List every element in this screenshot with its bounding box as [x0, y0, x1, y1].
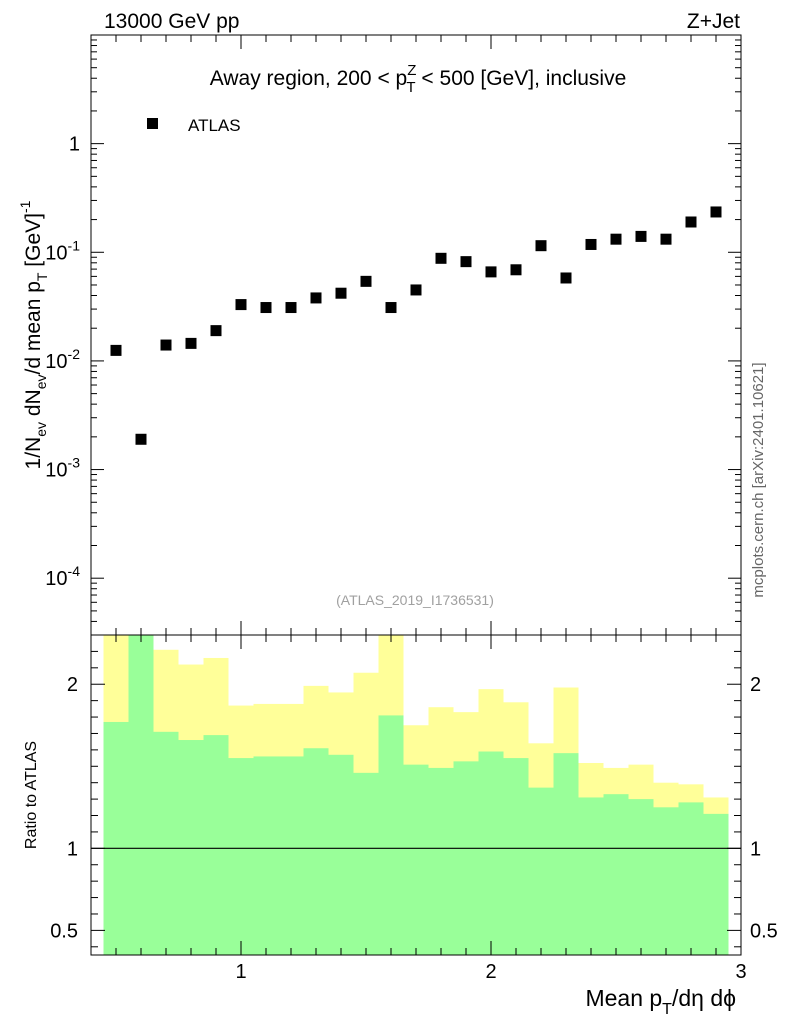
- x-tick-label: 1: [235, 961, 246, 983]
- legend-label: ATLAS: [188, 116, 241, 135]
- statistical-uncertainty-bin: [153, 731, 179, 955]
- data-point: [185, 337, 197, 349]
- statistical-uncertainty-bin: [403, 764, 429, 955]
- ratio-y-axis-label: Ratio to ATLAS: [23, 741, 40, 849]
- ratio-y-tick-label-right: 2: [750, 674, 761, 696]
- y-tick-label: 1: [69, 134, 80, 156]
- statistical-uncertainty-bin: [303, 748, 329, 955]
- data-point: [260, 302, 272, 314]
- legend: ATLAS: [147, 116, 241, 135]
- x-axis-label: Mean pT/dη dϕ: [585, 985, 736, 1018]
- data-point: [685, 216, 697, 228]
- statistical-uncertainty-bin: [178, 740, 204, 955]
- x-tick-label: 2: [485, 961, 496, 983]
- statistical-uncertainty-bin: [503, 758, 529, 955]
- statistical-uncertainty-bin: [478, 751, 504, 955]
- data-point: [435, 252, 447, 264]
- x-tick-label: 3: [735, 961, 746, 983]
- data-point: [410, 284, 422, 296]
- main-ytick-labels: 1 10-1 10-2 10-3 10-4: [45, 134, 80, 591]
- data-point: [635, 230, 647, 242]
- statistical-uncertainty-bin: [328, 754, 354, 955]
- statistical-uncertainty-bin: [228, 758, 254, 955]
- statistical-uncertainty-bin: [678, 802, 704, 955]
- ratio-y-tick-label-right: 0.5: [750, 920, 778, 942]
- statistical-uncertainty-bin: [353, 772, 379, 955]
- data-point: [535, 240, 547, 252]
- statistical-uncertainty-bin: [528, 787, 554, 955]
- main-ticks: [90, 35, 742, 636]
- statistical-uncertainty-bin: [653, 807, 679, 955]
- legend-marker: [147, 118, 158, 129]
- data-point: [710, 206, 722, 218]
- data-point: [510, 264, 522, 276]
- data-point: [360, 275, 372, 287]
- y-tick-label: 10-2: [45, 346, 80, 373]
- y-tick-label: 10-4: [45, 563, 80, 590]
- data-point: [385, 302, 397, 314]
- data-point: [585, 238, 597, 250]
- statistical-uncertainty-bin: [103, 721, 129, 955]
- x-tick-labels: 1 2 3: [235, 961, 746, 983]
- data-point: [160, 339, 172, 351]
- data-point: [335, 287, 347, 299]
- statistical-uncertainty-bin: [603, 794, 629, 955]
- data-point: [610, 233, 622, 245]
- data-point: [485, 266, 497, 278]
- data-point: [235, 299, 247, 311]
- data-point: [210, 325, 222, 337]
- data-point: [660, 233, 672, 245]
- statistical-uncertainty-bin: [253, 756, 279, 955]
- chart-title: Away region, 200 < pZ T < 500 [GeV], incl…: [210, 62, 627, 96]
- y-tick-label: 10-1: [45, 237, 80, 264]
- header-right: Z+Jet: [687, 10, 740, 33]
- statistical-uncertainty-bin: [578, 797, 604, 955]
- ratio-ticks: [90, 634, 742, 955]
- analysis-watermark: (ATLAS_2019_I1736531): [336, 592, 494, 608]
- statistical-uncertainty-bin: [203, 735, 229, 955]
- statistical-uncertainty-bin: [703, 813, 729, 955]
- ratio-panel: 2 2 1 1 0.5 0.5 1 2 3 Ratio to ATLAS Mean pT/dη…: [23, 634, 778, 1018]
- statistical-uncertainty-bin: [453, 761, 479, 955]
- header-left: 13000 GeV pp: [104, 10, 239, 33]
- main-panel: 1 10-1 10-2 10-3 10-4 Away region, 200 < pZ T…: [17, 34, 742, 636]
- statistical-uncertainty-bin: [428, 767, 454, 955]
- data-point: [560, 272, 572, 284]
- ratio-y-tick-label: 1: [67, 838, 78, 860]
- main-y-axis-label: 1/Nev dNev/d mean pT [GeV]-1: [17, 200, 50, 469]
- mcplots-side-label: mcplots.cern.ch [arXiv:2401.10621]: [750, 362, 767, 597]
- statistical-uncertainty-bin: [628, 799, 654, 955]
- statistical-uncertainty-bin: [553, 753, 579, 955]
- statistical-uncertainty-bin: [278, 756, 304, 955]
- ratio-ytick-labels: 2 2 1 1 0.5 0.5: [50, 674, 778, 942]
- statistical-uncertainty-bin: [128, 635, 154, 955]
- data-markers: [110, 206, 722, 445]
- ratio-y-tick-label-right: 1: [750, 838, 761, 860]
- ratio-y-tick-label: 0.5: [50, 920, 78, 942]
- data-point: [310, 292, 322, 304]
- data-point: [285, 302, 297, 314]
- data-point: [110, 344, 122, 356]
- ratio-bands: [103, 635, 729, 955]
- data-point: [460, 256, 472, 268]
- ratio-y-tick-label: 2: [67, 674, 78, 696]
- data-point: [135, 433, 147, 445]
- statistical-uncertainty-bin: [378, 715, 404, 955]
- y-tick-label: 10-3: [45, 455, 80, 482]
